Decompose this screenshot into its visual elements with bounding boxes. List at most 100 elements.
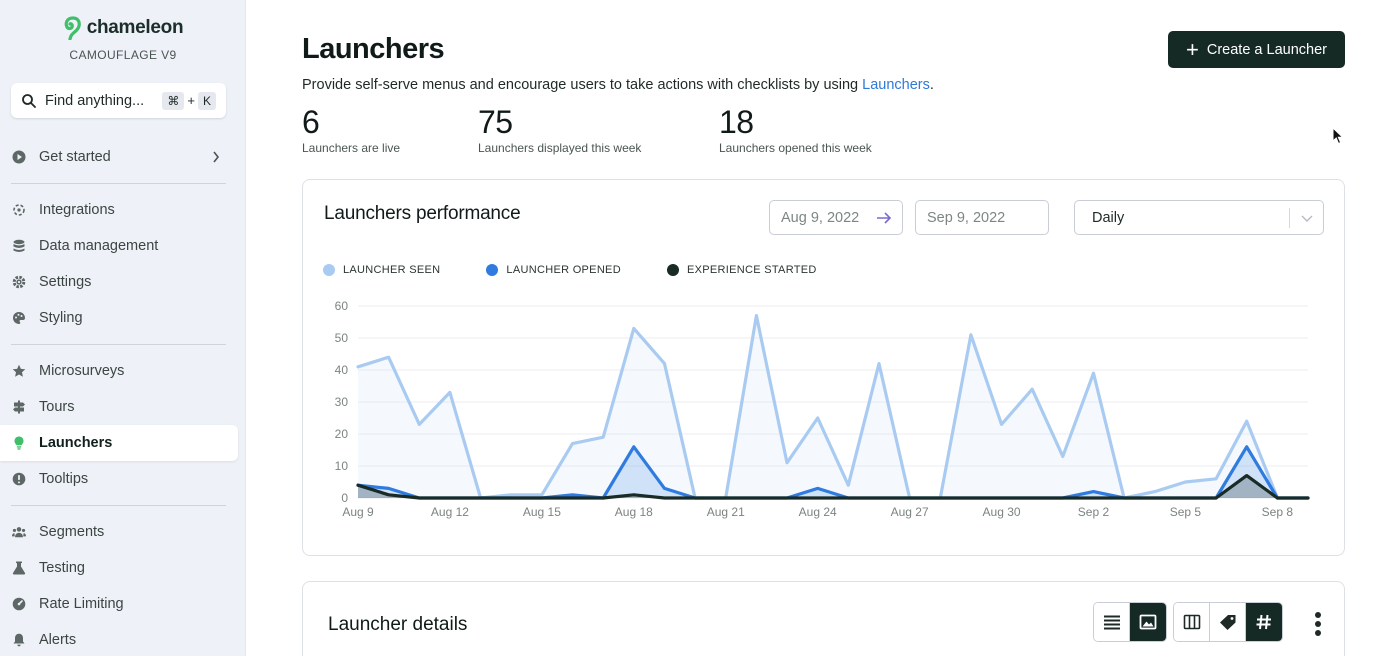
stat-value: 75 [478, 104, 513, 140]
stat-label: Launchers displayed this week [478, 141, 642, 155]
sidebar-item-tours[interactable]: Tours [0, 389, 238, 425]
x-tick-label: Aug 30 [983, 505, 1021, 519]
search-label: Find anything... [45, 92, 145, 109]
list-view-button[interactable] [1094, 603, 1130, 641]
sidebar-item-label: Settings [39, 274, 92, 290]
legend-item-started[interactable]: EXPERIENCE STARTED [666, 264, 817, 276]
list-icon [1103, 615, 1120, 630]
sidebar-item-label: Testing [39, 560, 85, 576]
legend-item-seen[interactable]: LAUNCHER SEEN [323, 264, 440, 276]
sidebar-item-label: Data management [39, 238, 159, 254]
stat-value: 6 [302, 104, 320, 140]
more-dot [1315, 630, 1321, 636]
sidebar-item-segments[interactable]: Segments [0, 514, 238, 550]
legend-label: LAUNCHER OPENED [506, 264, 621, 276]
sidebar-item-label: Integrations [39, 202, 115, 218]
sidebar-item-styling[interactable]: Styling [0, 300, 238, 336]
x-tick-label: Sep 8 [1262, 505, 1294, 519]
image-view-button[interactable] [1130, 603, 1166, 641]
sidebar-item-get-started[interactable]: Get started [0, 139, 238, 175]
users-icon [12, 525, 26, 539]
legend-item-opened[interactable]: LAUNCHER OPENED [486, 264, 621, 276]
sidebar-item-label: Segments [39, 524, 105, 540]
description-text: Provide self-serve menus and encourage u… [302, 77, 863, 93]
legend-dot-started [666, 264, 679, 276]
sidebar-item-settings[interactable]: Settings [0, 264, 238, 300]
arrow-right-icon [877, 212, 892, 224]
sidebar-divider [11, 183, 226, 184]
y-tick-label: 0 [341, 491, 348, 505]
columns-view-button[interactable] [1174, 603, 1210, 641]
search-icon [22, 93, 36, 108]
tooltip-icon [12, 472, 26, 486]
sidebar-item-alerts[interactable]: Alerts [0, 622, 238, 656]
series-experience-started-line [356, 474, 1310, 500]
hashtag-view-button[interactable] [1246, 603, 1282, 641]
y-tick-label: 10 [335, 459, 349, 473]
sidebar-item-launchers[interactable]: Launchers [0, 425, 238, 461]
date-to-value: Sep 9, 2022 [927, 209, 1006, 226]
palette-icon [12, 311, 26, 325]
x-tick-label: Aug 27 [891, 505, 929, 519]
shortcut-plus: + [187, 93, 195, 108]
hashtag-icon [1256, 614, 1271, 630]
launcher-details-card: Launcher details [302, 581, 1345, 656]
stat-label: Launchers opened this week [719, 141, 872, 155]
chevron-right-icon [213, 151, 220, 163]
y-tick-label: 40 [335, 363, 349, 377]
sidebar-item-label: Microsurveys [39, 363, 125, 379]
shortcut-k-key: K [197, 91, 216, 110]
chameleon-logo-icon [64, 16, 81, 40]
x-tick-label: Sep 2 [1078, 505, 1110, 519]
main-content: Launchers + Create a Launcher Provide se… [246, 0, 1386, 656]
interval-select[interactable]: Daily [1074, 200, 1324, 235]
details-title: Launcher details [328, 614, 468, 635]
tags-view-button[interactable] [1210, 603, 1246, 641]
sidebar: chameleon CAMOUFLAGE V9 Find anything...… [0, 0, 246, 656]
interval-value: Daily [1092, 209, 1125, 226]
lightbulb-icon [12, 436, 26, 450]
date-to-input[interactable]: Sep 9, 2022 [915, 200, 1049, 235]
sidebar-item-data-management[interactable]: Data management [0, 228, 238, 264]
chevron-down-icon [1301, 215, 1313, 222]
stat-opened: 18 Launchers opened this week [719, 104, 872, 155]
sidebar-item-label: Styling [39, 310, 83, 326]
sidebar-item-rate-limiting[interactable]: Rate Limiting [0, 586, 238, 622]
tag-icon [1219, 615, 1235, 630]
y-tick-label: 50 [335, 331, 349, 345]
x-tick-label: Sep 5 [1170, 505, 1202, 519]
x-tick-label: Aug 18 [615, 505, 653, 519]
sidebar-divider [11, 344, 226, 345]
sidebar-item-integrations[interactable]: Integrations [0, 192, 238, 228]
sidebar-item-microsurveys[interactable]: Microsurveys [0, 353, 238, 389]
brand-name: chameleon [86, 17, 184, 38]
integrations-icon [12, 203, 26, 217]
sidebar-item-label: Tooltips [39, 471, 89, 487]
gear-icon [12, 275, 26, 289]
y-tick-label: 20 [335, 427, 349, 441]
search-box[interactable]: Find anything... ⌘ + K [11, 83, 226, 118]
stat-label: Launchers are live [302, 141, 401, 155]
more-options-button[interactable] [1308, 610, 1328, 638]
mouse-cursor-icon [1332, 127, 1344, 145]
x-tick-label: Aug 9 [342, 505, 374, 519]
brand[interactable]: chameleon CAMOUFLAGE V9 [0, 16, 246, 62]
chart-legend: LAUNCHER SEEN LAUNCHER OPENED EXPERIENCE… [323, 264, 863, 276]
y-tick-label: 30 [335, 395, 349, 409]
sidebar-item-testing[interactable]: Testing [0, 550, 238, 586]
signpost-icon [12, 400, 26, 414]
launchers-docs-link[interactable]: Launchers [862, 77, 930, 93]
x-tick-label: Aug 12 [431, 505, 469, 519]
date-from-input[interactable]: Aug 9, 2022 [769, 200, 903, 235]
sidebar-item-tooltips[interactable]: Tooltips [0, 461, 238, 497]
series-launcher-seen-area [358, 315, 1308, 498]
performance-title: Launchers performance [324, 203, 521, 224]
database-icon [12, 239, 26, 253]
sidebar-item-label: Alerts [39, 632, 77, 648]
more-dot [1315, 612, 1321, 618]
legend-dot-opened [486, 264, 499, 276]
x-tick-label: Aug 24 [799, 505, 837, 519]
create-launcher-label: Create a Launcher [1206, 41, 1327, 58]
star-icon [12, 364, 26, 378]
create-launcher-button[interactable]: + Create a Launcher [1168, 31, 1345, 68]
